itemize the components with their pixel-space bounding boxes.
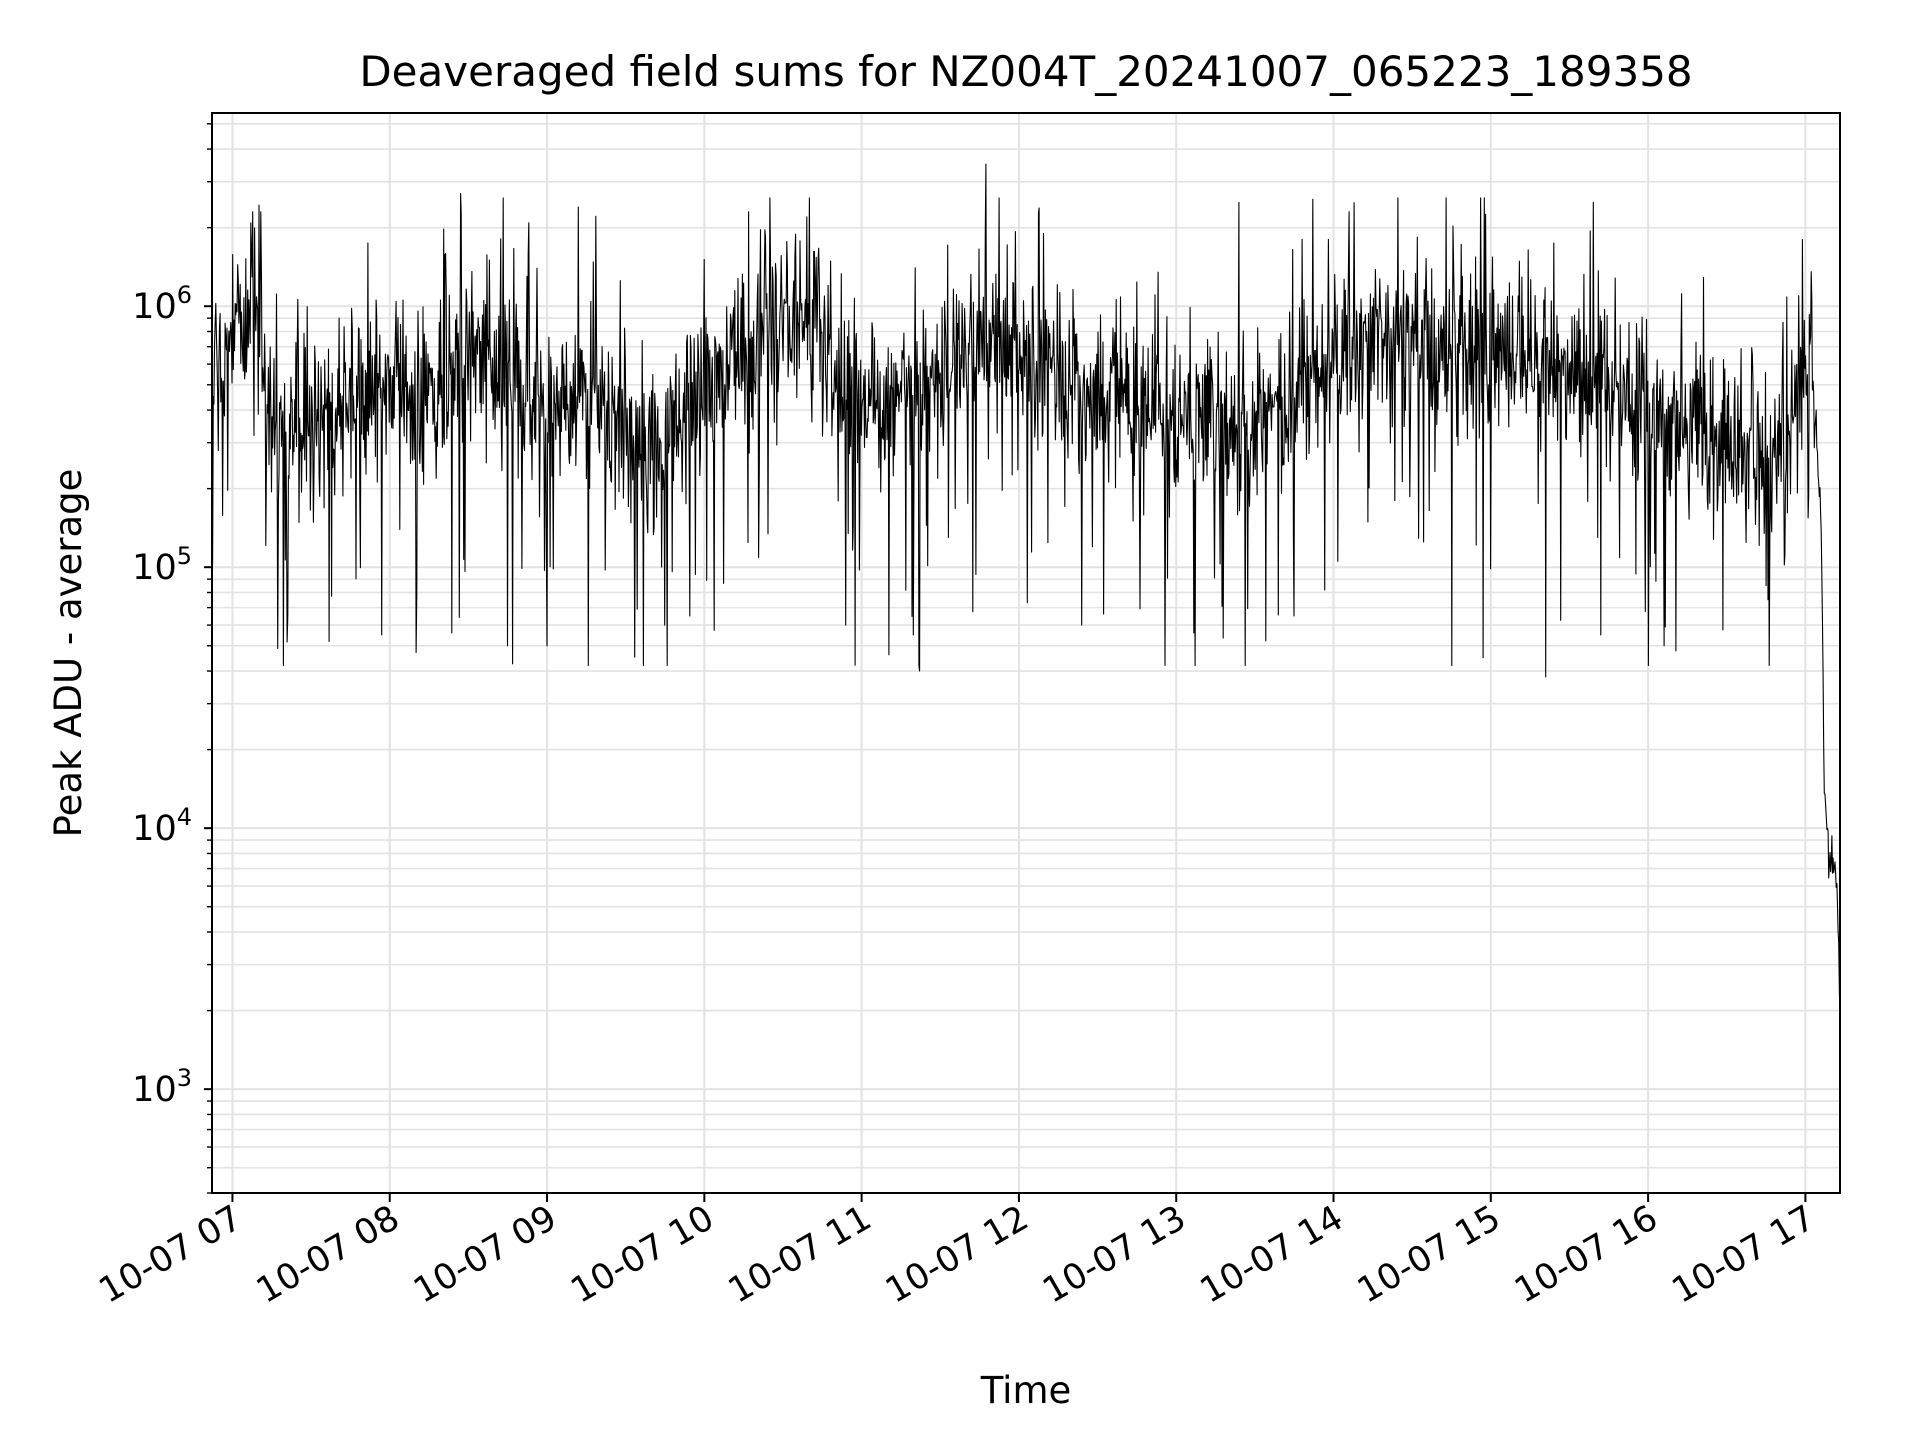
x-axis-label: Time <box>980 1369 1072 1412</box>
y-tick-label: 106 <box>132 281 192 327</box>
y-tick-label: 104 <box>132 803 192 849</box>
series-line <box>211 163 1841 1013</box>
y-tick-label: 105 <box>132 542 192 588</box>
plot-frame <box>211 112 1841 1194</box>
y-tick-label: 103 <box>132 1064 192 1110</box>
grid <box>212 113 1840 1194</box>
chart-title: Deaveraged field sums for NZ004T_2024100… <box>359 47 1692 96</box>
y-axis-label: Peak ADU - average <box>47 469 90 838</box>
series-trace <box>211 163 1841 1013</box>
